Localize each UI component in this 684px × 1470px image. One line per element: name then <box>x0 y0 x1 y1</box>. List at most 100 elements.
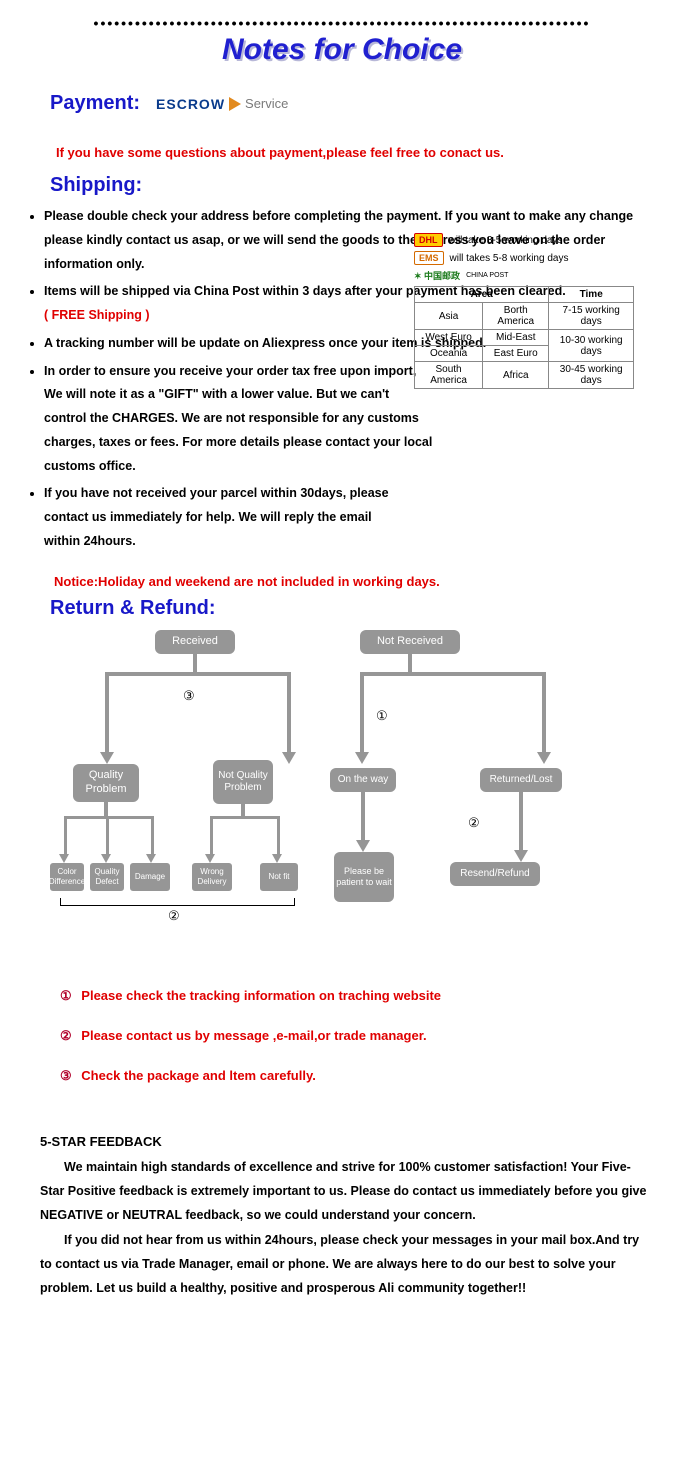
legend-1: ① Please check the tracking information … <box>60 988 664 1004</box>
circle-2-right: ② <box>468 815 480 831</box>
node-quality-defect: Quality Defect <box>90 863 124 891</box>
legend-3: ③ Check the package and ltem carefully. <box>60 1068 664 1084</box>
table-row: South America Africa 30-45 working days <box>415 362 634 389</box>
node-wrong-delivery: Wrong Delivery <box>192 863 232 891</box>
escrow-service: Service <box>245 96 288 111</box>
legend-text-1: Please check the tracking information on… <box>81 988 441 1003</box>
legend-text-2: Please contact us by message ,e-mail,or … <box>81 1028 426 1043</box>
legend-text-3: Check the package and ltem carefully. <box>81 1068 316 1083</box>
escrow-arrow-icon <box>229 97 241 111</box>
fc-line <box>193 654 197 672</box>
fc-arrow-icon <box>146 854 156 863</box>
dhl-text: will take 3-5 working days <box>449 235 563 246</box>
cell: 7-15 working days <box>549 303 634 330</box>
page-title: Notes for Choice <box>20 33 664 67</box>
node-not-received: Not Received <box>360 630 460 654</box>
fc-arrow-icon <box>101 854 111 863</box>
fc-line <box>104 802 108 816</box>
cell: East Euro <box>483 346 549 362</box>
fc-arrow-icon <box>205 854 215 863</box>
fc-line <box>361 792 365 842</box>
cell: Africa <box>483 362 549 389</box>
node-color-diff: Color Difference <box>50 863 84 891</box>
shipping-carriers-panel: DHL will take 3-5 working days EMS will … <box>414 233 664 389</box>
feedback-p2: If you did not hear from us within 24hou… <box>40 1228 654 1301</box>
chinapost-row: ✶ 中国邮政 CHINA POST <box>414 269 664 282</box>
fc-line <box>64 816 67 856</box>
feedback-heading: 5-STAR FEEDBACK <box>40 1134 664 1149</box>
fc-line <box>64 816 154 819</box>
circle-2-left: ② <box>168 908 180 924</box>
escrow-badge: ESCROW Service <box>156 96 288 112</box>
cell: Mid-East <box>483 330 549 346</box>
cell: South America <box>415 362 483 389</box>
payment-heading: Payment: <box>50 92 140 115</box>
fc-line <box>542 672 546 752</box>
fc-arrow-icon <box>356 840 370 852</box>
free-shipping-label: ( FREE Shipping ) <box>44 308 150 322</box>
fc-arrow-icon <box>59 854 69 863</box>
fc-line <box>519 792 523 852</box>
dhl-badge: DHL <box>414 233 443 247</box>
cell: Borth America <box>483 303 549 330</box>
node-damage: Damage <box>130 863 170 891</box>
node-on-the-way: On the way <box>330 768 396 792</box>
node-not-fit: Not fit <box>260 863 298 891</box>
legend-num-2: ② <box>60 1028 72 1043</box>
escrow-brand: ESCROW <box>156 96 225 112</box>
fc-line <box>210 816 213 856</box>
ems-row: EMS will takes 5-8 working days <box>414 251 664 265</box>
dhl-row: DHL will take 3-5 working days <box>414 233 664 247</box>
node-not-quality-problem: Not Quality Problem <box>213 760 273 804</box>
holiday-notice: Notice:Holiday and weekend are not inclu… <box>54 574 664 589</box>
chinapost-en: CHINA POST <box>466 272 508 279</box>
fc-arrow-icon <box>100 752 114 764</box>
cell: West Euro <box>415 330 483 346</box>
fc-line <box>241 804 245 816</box>
fc-line <box>360 672 546 676</box>
fc-line <box>105 672 291 676</box>
feedback-p1: We maintain high standards of excellence… <box>40 1155 654 1228</box>
ems-badge: EMS <box>414 251 444 265</box>
time-header: Time <box>549 287 634 303</box>
node-please-wait: Please be patient to wait <box>334 852 394 902</box>
node-resend-refund: Resend/Refund <box>450 862 540 886</box>
fc-line <box>360 672 364 752</box>
legend-2: ② Please contact us by message ,e-mail,o… <box>60 1028 664 1044</box>
table-row: West Euro Mid-East 10-30 working days <box>415 330 634 346</box>
circle-3: ③ <box>183 688 195 704</box>
fc-arrow-icon <box>355 752 369 764</box>
ems-text: will takes 5-8 working days <box>450 253 569 264</box>
node-received: Received <box>155 630 235 654</box>
legend-list: ① Please check the tracking information … <box>60 988 664 1084</box>
area-time-table: Area Time Asia Borth America 7-15 workin… <box>414 286 634 389</box>
fc-bracket <box>60 898 295 906</box>
node-returned-lost: Returned/Lost <box>480 768 562 792</box>
ship-bullet-4: If you have not received your parcel wit… <box>44 482 664 553</box>
legend-num-1: ① <box>60 988 72 1003</box>
return-flowchart: Received Not Received ③ ① Quality Proble… <box>50 630 610 960</box>
fc-line <box>408 654 412 672</box>
payment-question-note: If you have some questions about payment… <box>56 145 664 160</box>
cell: 10-30 working days <box>549 330 634 362</box>
fc-line <box>106 816 109 856</box>
circle-1: ① <box>376 708 388 724</box>
cell: 30-45 working days <box>549 362 634 389</box>
fc-line <box>277 816 280 856</box>
node-quality-problem: Quality Problem <box>73 764 139 802</box>
fc-arrow-icon <box>282 752 296 764</box>
table-row: Asia Borth America 7-15 working days <box>415 303 634 330</box>
legend-num-3: ③ <box>60 1068 72 1083</box>
cell: Asia <box>415 303 483 330</box>
fc-arrow-icon <box>514 850 528 862</box>
fc-line <box>105 672 109 752</box>
cell: Oceania <box>415 346 483 362</box>
shipping-heading: Shipping: <box>50 174 664 197</box>
fc-line <box>287 672 291 752</box>
chinapost-zh: ✶ 中国邮政 <box>414 269 460 282</box>
fc-arrow-icon <box>272 854 282 863</box>
fc-arrow-icon <box>537 752 551 764</box>
fc-line <box>210 816 280 819</box>
return-heading: Return & Refund: <box>50 597 664 620</box>
top-dots: ••••••••••••••••••••••••••••••••••••••••… <box>20 15 664 31</box>
